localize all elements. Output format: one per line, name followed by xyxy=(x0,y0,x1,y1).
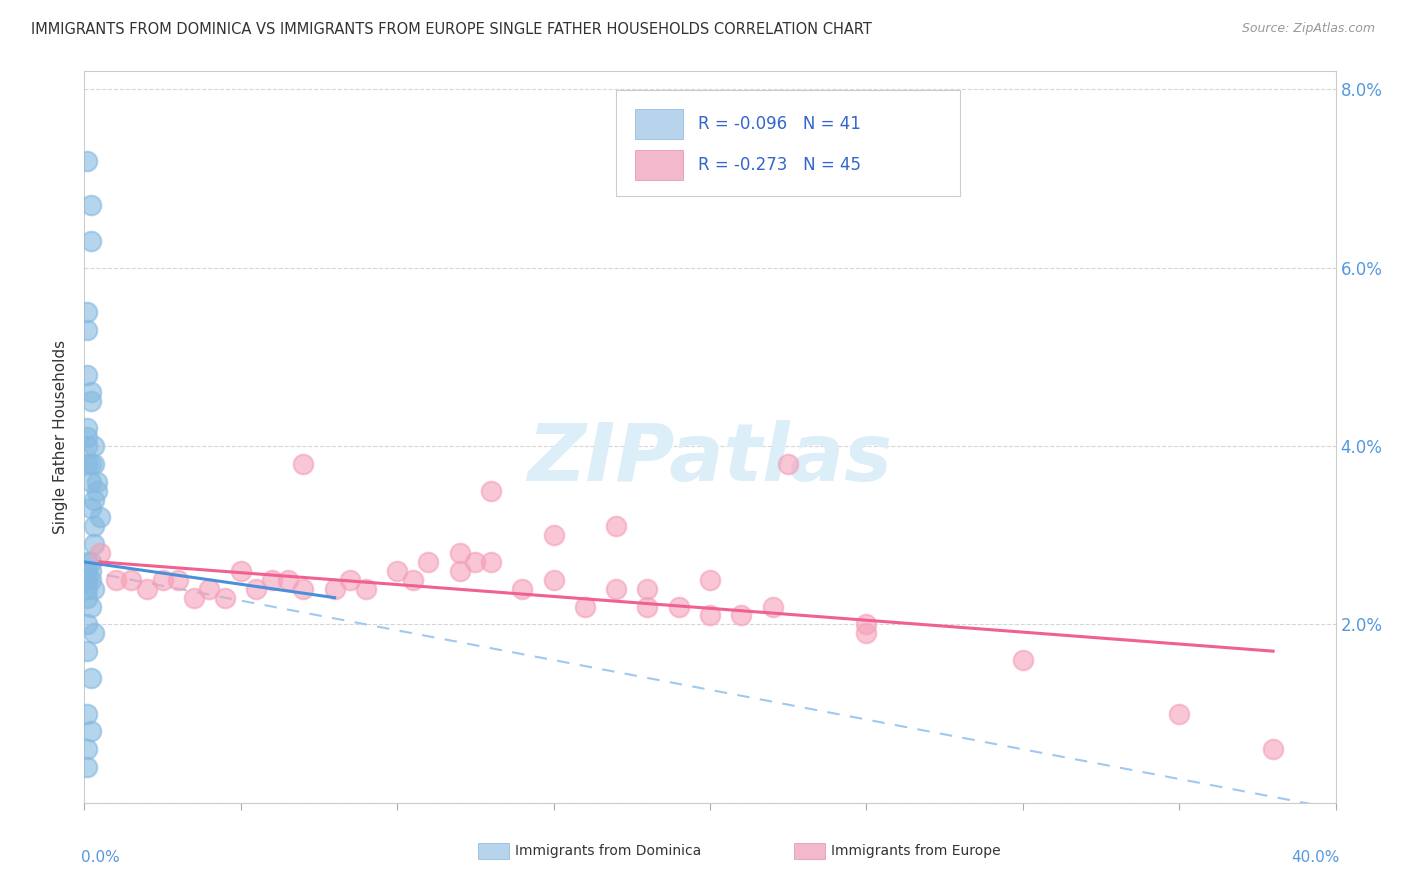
Point xyxy=(76,582,98,596)
Point xyxy=(86,483,108,498)
Point xyxy=(79,573,101,587)
Point xyxy=(277,573,299,587)
Point xyxy=(402,573,425,587)
FancyBboxPatch shape xyxy=(636,150,682,180)
Point xyxy=(1168,706,1191,721)
Point xyxy=(76,573,98,587)
Point xyxy=(79,555,101,569)
Point xyxy=(605,519,627,533)
Point xyxy=(229,564,252,578)
Point xyxy=(89,546,111,560)
Point xyxy=(214,591,236,605)
Point xyxy=(1012,653,1035,667)
Point xyxy=(479,483,502,498)
Point xyxy=(512,582,534,596)
Point xyxy=(83,457,105,471)
Point xyxy=(83,439,105,453)
Point xyxy=(83,582,105,596)
Point xyxy=(76,457,98,471)
Point xyxy=(762,599,785,614)
Point xyxy=(464,555,486,569)
Point xyxy=(778,457,800,471)
Point xyxy=(76,760,98,774)
Text: 0.0%: 0.0% xyxy=(80,850,120,865)
Point xyxy=(479,555,502,569)
Point xyxy=(79,671,101,685)
Point xyxy=(76,323,98,337)
Point xyxy=(668,599,690,614)
Point xyxy=(418,555,440,569)
Point xyxy=(543,573,565,587)
Text: R = -0.096   N = 41: R = -0.096 N = 41 xyxy=(697,115,860,133)
Text: Immigrants from Dominica: Immigrants from Dominica xyxy=(515,844,700,858)
Point xyxy=(76,305,98,319)
Point xyxy=(83,519,105,533)
Point xyxy=(167,573,190,587)
Point xyxy=(76,439,98,453)
Point xyxy=(76,706,98,721)
FancyBboxPatch shape xyxy=(616,90,960,195)
Point xyxy=(699,573,721,587)
Point xyxy=(79,394,101,409)
Point xyxy=(86,475,108,489)
Point xyxy=(385,564,409,578)
Point xyxy=(637,582,659,596)
Point xyxy=(245,582,267,596)
Point xyxy=(76,555,98,569)
Point xyxy=(855,617,877,632)
Point xyxy=(1263,742,1285,756)
Point xyxy=(79,724,101,739)
Point xyxy=(76,430,98,444)
Point xyxy=(76,564,98,578)
Text: 40.0%: 40.0% xyxy=(1291,850,1340,865)
Point xyxy=(79,234,101,248)
Point xyxy=(76,644,98,658)
Point xyxy=(83,626,105,640)
Point xyxy=(89,510,111,524)
Point xyxy=(323,582,346,596)
Point xyxy=(79,599,101,614)
Point xyxy=(449,564,471,578)
Point xyxy=(543,528,565,542)
Text: IMMIGRANTS FROM DOMINICA VS IMMIGRANTS FROM EUROPE SINGLE FATHER HOUSEHOLDS CORR: IMMIGRANTS FROM DOMINICA VS IMMIGRANTS F… xyxy=(31,22,872,37)
Point xyxy=(855,626,877,640)
Point xyxy=(339,573,361,587)
Text: ZIPatlas: ZIPatlas xyxy=(527,420,893,498)
Point xyxy=(104,573,127,587)
Point xyxy=(120,573,142,587)
Point xyxy=(76,591,98,605)
Point xyxy=(198,582,221,596)
Point xyxy=(79,564,101,578)
Point xyxy=(76,368,98,382)
Text: Source: ZipAtlas.com: Source: ZipAtlas.com xyxy=(1241,22,1375,36)
Point xyxy=(79,385,101,400)
Point xyxy=(76,153,98,168)
Point xyxy=(79,457,101,471)
Point xyxy=(574,599,596,614)
Point xyxy=(292,457,315,471)
Point xyxy=(637,599,659,614)
Point xyxy=(292,582,315,596)
Text: R = -0.273   N = 45: R = -0.273 N = 45 xyxy=(697,156,860,174)
Point xyxy=(83,492,105,507)
Point xyxy=(730,608,752,623)
Point xyxy=(449,546,471,560)
Point xyxy=(262,573,284,587)
Y-axis label: Single Father Households: Single Father Households xyxy=(53,340,69,534)
Point xyxy=(76,421,98,435)
FancyBboxPatch shape xyxy=(636,109,682,139)
Point xyxy=(76,742,98,756)
Point xyxy=(183,591,205,605)
Point xyxy=(354,582,377,596)
Point xyxy=(79,198,101,212)
Point xyxy=(699,608,721,623)
Point xyxy=(152,573,174,587)
Point xyxy=(83,537,105,551)
Point xyxy=(76,617,98,632)
Point xyxy=(136,582,159,596)
Point xyxy=(605,582,627,596)
Text: Immigrants from Europe: Immigrants from Europe xyxy=(831,844,1001,858)
Point xyxy=(79,501,101,516)
Point xyxy=(79,475,101,489)
